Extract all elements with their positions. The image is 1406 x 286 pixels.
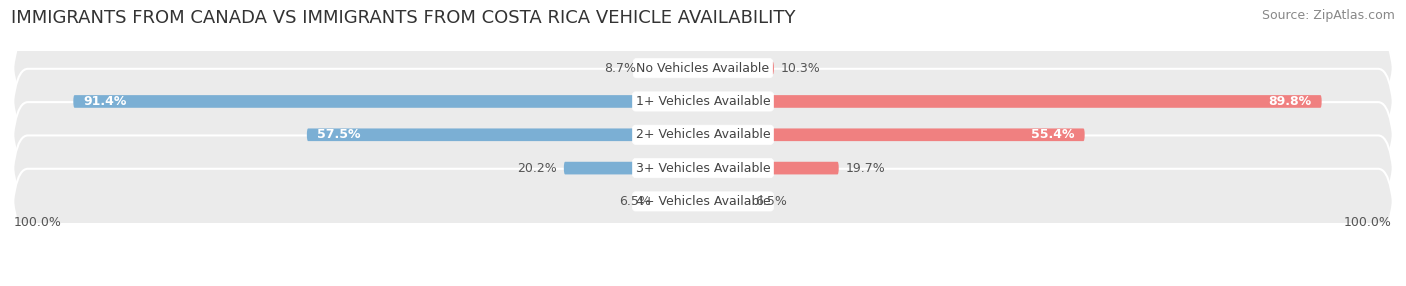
Text: Source: ZipAtlas.com: Source: ZipAtlas.com bbox=[1261, 9, 1395, 21]
Text: 100.0%: 100.0% bbox=[1344, 216, 1392, 229]
FancyBboxPatch shape bbox=[73, 95, 703, 108]
FancyBboxPatch shape bbox=[11, 84, 1395, 185]
FancyBboxPatch shape bbox=[703, 195, 748, 208]
Text: 55.4%: 55.4% bbox=[1031, 128, 1074, 141]
FancyBboxPatch shape bbox=[703, 62, 773, 74]
FancyBboxPatch shape bbox=[11, 118, 1395, 219]
Text: 10.3%: 10.3% bbox=[780, 62, 821, 75]
Text: 6.5%: 6.5% bbox=[755, 195, 786, 208]
FancyBboxPatch shape bbox=[643, 62, 703, 74]
Text: No Vehicles Available: No Vehicles Available bbox=[637, 62, 769, 75]
FancyBboxPatch shape bbox=[307, 128, 703, 141]
Text: 4+ Vehicles Available: 4+ Vehicles Available bbox=[636, 195, 770, 208]
Text: 8.7%: 8.7% bbox=[605, 62, 636, 75]
Text: IMMIGRANTS FROM CANADA VS IMMIGRANTS FROM COSTA RICA VEHICLE AVAILABILITY: IMMIGRANTS FROM CANADA VS IMMIGRANTS FRO… bbox=[11, 9, 796, 27]
Text: 2+ Vehicles Available: 2+ Vehicles Available bbox=[636, 128, 770, 141]
FancyBboxPatch shape bbox=[703, 128, 1084, 141]
FancyBboxPatch shape bbox=[658, 195, 703, 208]
FancyBboxPatch shape bbox=[11, 17, 1395, 119]
Text: 6.5%: 6.5% bbox=[620, 195, 651, 208]
FancyBboxPatch shape bbox=[564, 162, 703, 174]
Text: 89.8%: 89.8% bbox=[1268, 95, 1312, 108]
Text: 3+ Vehicles Available: 3+ Vehicles Available bbox=[636, 162, 770, 174]
Text: 19.7%: 19.7% bbox=[845, 162, 886, 174]
Text: 100.0%: 100.0% bbox=[14, 216, 62, 229]
Text: 91.4%: 91.4% bbox=[83, 95, 127, 108]
FancyBboxPatch shape bbox=[11, 151, 1395, 252]
Text: 1+ Vehicles Available: 1+ Vehicles Available bbox=[636, 95, 770, 108]
FancyBboxPatch shape bbox=[703, 95, 1322, 108]
Legend: Immigrants from Canada, Immigrants from Costa Rica: Immigrants from Canada, Immigrants from … bbox=[506, 283, 900, 286]
FancyBboxPatch shape bbox=[703, 162, 839, 174]
FancyBboxPatch shape bbox=[11, 51, 1395, 152]
Text: 20.2%: 20.2% bbox=[517, 162, 557, 174]
Text: 57.5%: 57.5% bbox=[318, 128, 361, 141]
